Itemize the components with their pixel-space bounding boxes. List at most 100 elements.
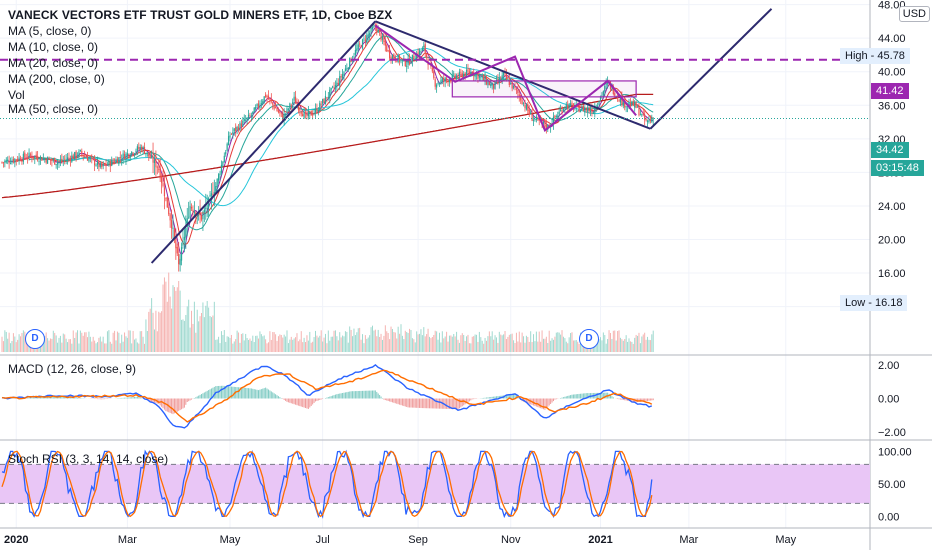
legend-ma5[interactable]: MA (5, close, 0) bbox=[8, 24, 92, 38]
candle-body bbox=[104, 164, 106, 166]
candle-body bbox=[299, 108, 301, 111]
candle-body bbox=[81, 150, 83, 155]
volume-bar bbox=[427, 328, 429, 352]
candle-body bbox=[173, 229, 176, 239]
volume-bar bbox=[20, 336, 22, 352]
y-tick-label: 48.00 bbox=[878, 0, 906, 12]
volume-bar bbox=[467, 334, 469, 352]
macd-histogram-bar bbox=[493, 396, 495, 399]
candle-body bbox=[265, 94, 267, 97]
candle-body bbox=[270, 98, 272, 102]
candle-body bbox=[294, 96, 297, 104]
candle-body bbox=[649, 119, 651, 121]
volume-bar bbox=[262, 336, 264, 352]
candle-body bbox=[619, 97, 622, 103]
candle-body bbox=[515, 88, 518, 90]
volume-bar bbox=[94, 340, 96, 352]
macd-histogram-bar bbox=[273, 393, 275, 399]
macd-histogram-bar bbox=[535, 398, 537, 407]
volume-bar bbox=[132, 330, 134, 352]
volume-bar bbox=[413, 339, 415, 352]
dividend-marker[interactable]: D bbox=[25, 329, 45, 349]
candle-body bbox=[652, 118, 654, 120]
stoch-rsi-legend[interactable]: Stoch RSI (3, 3, 14, 14, close) bbox=[8, 452, 169, 466]
dividend-marker[interactable]: D bbox=[579, 329, 599, 349]
volume-bar bbox=[235, 339, 237, 352]
macd-histogram-bar bbox=[319, 398, 321, 400]
volume-bar bbox=[14, 336, 16, 352]
candle-body bbox=[168, 207, 170, 215]
macd-histogram-bar bbox=[138, 397, 140, 399]
volume-bar bbox=[632, 343, 634, 352]
candle-body bbox=[269, 98, 271, 100]
volume-bar bbox=[505, 339, 507, 352]
volume-bar bbox=[617, 331, 619, 352]
macd-histogram-bar bbox=[267, 389, 269, 399]
candle-body bbox=[71, 155, 73, 162]
macd-histogram-bar bbox=[354, 391, 356, 399]
currency-selector[interactable]: USD bbox=[898, 6, 930, 22]
candle-body bbox=[135, 151, 137, 153]
ma-200-line bbox=[1, 93, 654, 199]
candle-body bbox=[423, 45, 425, 48]
candle-body bbox=[125, 153, 127, 160]
candle-body bbox=[376, 24, 378, 32]
macd-histogram-bar bbox=[427, 398, 429, 409]
candle-body bbox=[632, 101, 634, 106]
volume-bar bbox=[121, 334, 123, 352]
volume-bar bbox=[629, 341, 631, 352]
candle-body bbox=[333, 87, 335, 89]
candle-body bbox=[257, 103, 260, 107]
volume-bar bbox=[513, 340, 515, 352]
macd-histogram-bar bbox=[631, 398, 633, 402]
legend-ma50[interactable]: MA (50, close, 0) bbox=[8, 102, 99, 116]
candle-body bbox=[242, 120, 244, 127]
legend-vol[interactable]: Vol bbox=[8, 88, 25, 102]
macd-histogram-bar bbox=[125, 397, 127, 399]
volume-bar bbox=[71, 343, 73, 352]
macd-histogram-bar bbox=[453, 398, 455, 410]
candle-body bbox=[37, 156, 39, 161]
macd-legend[interactable]: MACD (12, 26, close, 9) bbox=[8, 362, 137, 376]
macd-histogram-bar bbox=[417, 398, 419, 408]
consolidation-box bbox=[451, 80, 637, 98]
macd-histogram-bar bbox=[57, 396, 59, 399]
macd-histogram-bar bbox=[250, 388, 252, 399]
volume-bar bbox=[554, 336, 556, 352]
legend-ma10[interactable]: MA (10, close, 0) bbox=[8, 40, 99, 54]
legend-ma200[interactable]: MA (200, close, 0) bbox=[8, 72, 105, 86]
candle-body bbox=[323, 98, 325, 103]
candle-body bbox=[263, 96, 265, 103]
candle-body bbox=[123, 154, 126, 160]
volume-bar bbox=[8, 332, 10, 352]
volume-bar bbox=[173, 287, 175, 352]
volume-bar bbox=[561, 330, 563, 352]
volume-bar bbox=[484, 337, 486, 352]
volume-bar bbox=[306, 335, 308, 352]
volume-bar bbox=[282, 337, 284, 352]
candle-body bbox=[356, 48, 358, 51]
candle-body bbox=[373, 25, 375, 27]
volume-bar bbox=[48, 340, 50, 352]
projection-line bbox=[649, 8, 773, 130]
legend-ma20[interactable]: MA (20, close, 0) bbox=[8, 56, 99, 70]
candle-body bbox=[128, 154, 130, 157]
volume-bar bbox=[528, 341, 530, 352]
candle-body bbox=[188, 216, 190, 218]
candle-body bbox=[322, 99, 324, 104]
volume-bar bbox=[373, 330, 375, 352]
macd-histogram-bar bbox=[612, 397, 614, 399]
volume-bar bbox=[220, 331, 222, 352]
macd-histogram-bar bbox=[98, 398, 100, 400]
volume-bar bbox=[448, 335, 450, 352]
volume-bar bbox=[507, 336, 509, 352]
candle-body bbox=[145, 153, 147, 155]
candle-body bbox=[112, 160, 114, 162]
volume-bar bbox=[219, 343, 221, 352]
candle-body bbox=[454, 74, 456, 78]
candle-body bbox=[490, 83, 492, 87]
volume-bar bbox=[7, 338, 9, 352]
candle-body bbox=[651, 119, 653, 122]
macd-histogram-bar bbox=[580, 393, 582, 399]
